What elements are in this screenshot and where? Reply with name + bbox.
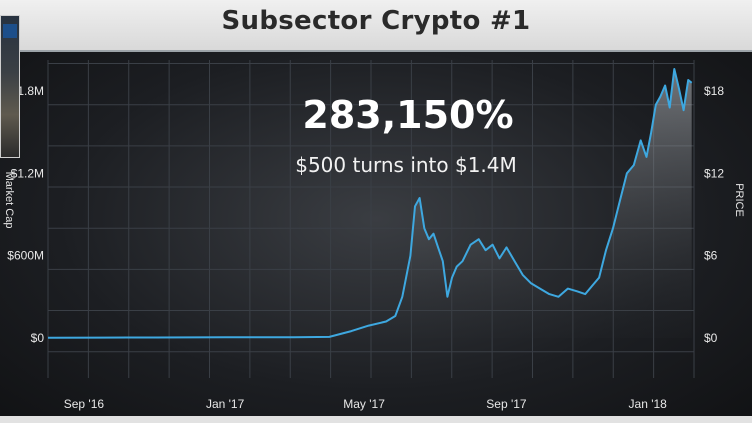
right-axis-tick-label: $18 (704, 84, 724, 98)
left-axis-tick-label: 1.8M (17, 84, 44, 98)
presenter-inset-image (0, 15, 20, 158)
right-axis-tick-label: $12 (704, 166, 724, 180)
left-axis-ticks: $0 $600M $1.2M 1.8M (7, 84, 44, 345)
x-axis-ticks: Sep '16 Jan '17 May '17 Sep '17 Jan '18 (64, 397, 667, 411)
bottom-bar (0, 416, 752, 423)
headline-percent: 283,150% (302, 93, 513, 137)
chart-area-fill (48, 69, 692, 338)
left-axis-tick-label: $0 (31, 331, 45, 345)
left-axis-tick-label: $1.2M (11, 166, 44, 180)
right-axis-tick-label: $6 (704, 249, 718, 263)
inset-screen (3, 24, 17, 38)
left-axis-tick-label: $600M (7, 249, 44, 263)
right-axis-title: PRICE (733, 183, 745, 217)
series-line (47, 68, 693, 339)
series-area (48, 69, 692, 338)
chart-title: Subsector Crypto #1 (221, 6, 531, 36)
right-axis-tick-label: $0 (704, 331, 718, 345)
right-axis-ticks: $0 $6 $12 $18 (704, 84, 724, 345)
subheadline: $500 turns into $1.4M (295, 153, 517, 177)
x-axis-tick-label: Sep '16 (64, 397, 105, 411)
x-axis-tick-label: Sep '17 (486, 397, 527, 411)
title-banner: Subsector Crypto #1 (0, 0, 752, 52)
x-axis-tick-label: Jan '18 (629, 397, 668, 411)
chart-line-series (47, 68, 693, 339)
left-axis-title: Market Cap (3, 172, 15, 229)
x-axis-tick-label: Jan '17 (206, 397, 245, 411)
x-axis-tick-label: May '17 (343, 397, 385, 411)
